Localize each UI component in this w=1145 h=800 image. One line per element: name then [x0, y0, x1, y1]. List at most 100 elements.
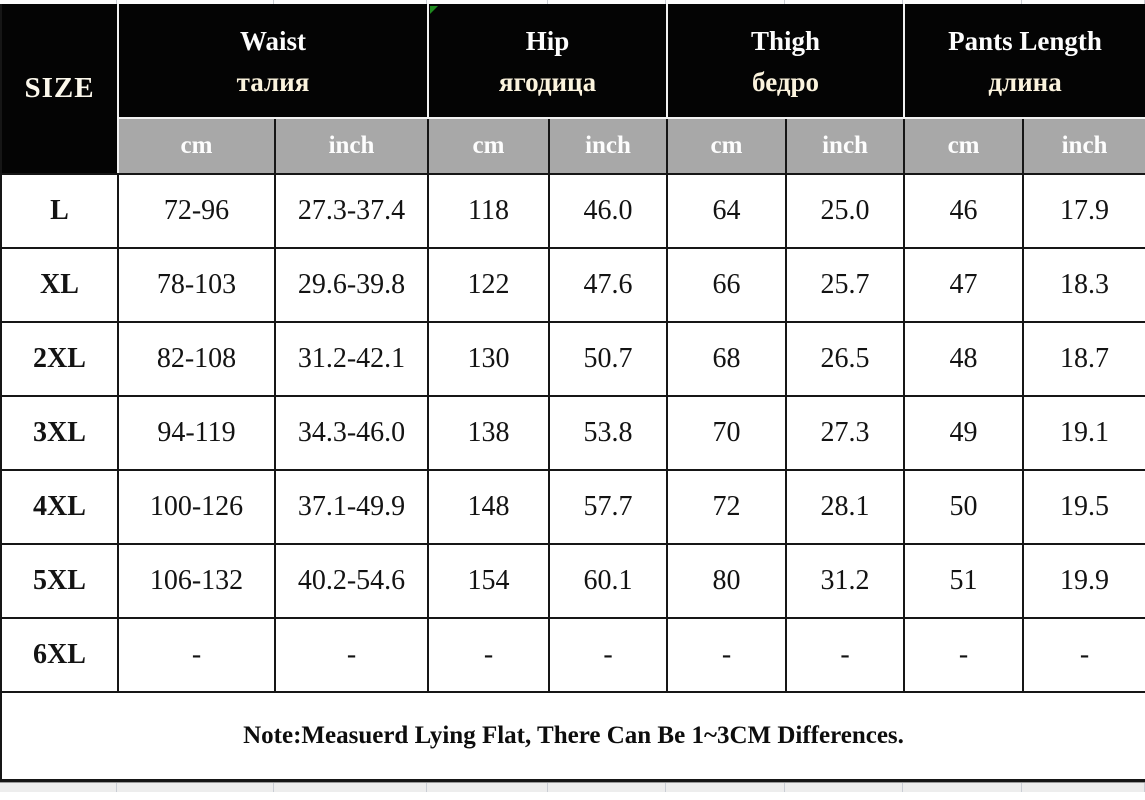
gridline-tick	[274, 0, 427, 4]
measurement-cell: 18.3	[1022, 247, 1145, 323]
spreadsheet-top-gridline-strip	[0, 0, 1145, 4]
size-label: 6XL	[0, 617, 119, 693]
measurement-cell: 106-132	[117, 543, 276, 619]
measurement-cell: 130	[427, 321, 550, 397]
measurement-cell: 122	[427, 247, 550, 323]
table-row: 4XL 100-126 37.1-49.9 148 57.7 72 28.1 50 19.5	[0, 469, 1145, 545]
measurement-cell: 46	[903, 173, 1025, 249]
gridline-tick	[427, 0, 548, 4]
gridline-tick	[0, 782, 117, 792]
gridline-tick	[1022, 782, 1145, 792]
measurement-cell: 47.6	[547, 247, 669, 323]
measurement-cell: 47	[903, 247, 1025, 323]
measurement-cell: -	[903, 617, 1025, 693]
group-label-en: Hip	[525, 25, 570, 56]
group-header-row: SIZE Waist талия Hip ягодица Thigh бедро…	[1, 4, 1145, 175]
gridline-tick	[1022, 0, 1145, 4]
measurement-cell: -	[274, 617, 429, 693]
measurement-cell: 48	[903, 321, 1025, 397]
size-label: 5XL	[0, 543, 119, 619]
measurement-cell: 37.1-49.9	[274, 469, 429, 545]
group-header-pants-length: Pants Length длина	[903, 4, 1145, 119]
gridline-tick	[903, 782, 1022, 792]
table-row: 5XL 106-132 40.2-54.6 154 60.1 80 31.2 51 19.9	[0, 543, 1145, 619]
measurement-note: Note:Measuerd Lying Flat, There Can Be 1…	[0, 691, 1145, 781]
measurement-cell: 154	[427, 543, 550, 619]
measurement-cell: 27.3	[785, 395, 906, 471]
unit-header-hip-cm: cm	[427, 117, 549, 175]
measurement-cell: 66	[666, 247, 788, 323]
size-chart-table: SIZE Waist талия Hip ягодица Thigh бедро…	[0, 4, 1145, 782]
gridline-tick	[548, 782, 666, 792]
measurement-cell: 25.0	[785, 173, 906, 249]
measurement-cell: 29.6-39.8	[274, 247, 429, 323]
group-header-waist: Waist талия	[117, 4, 428, 119]
measurement-cell: -	[117, 617, 276, 693]
measurement-cell: 19.1	[1022, 395, 1145, 471]
measurement-cell: 70	[666, 395, 788, 471]
gridline-tick	[117, 0, 274, 4]
group-label-ru: талия	[236, 66, 310, 97]
measurement-cell: -	[427, 617, 550, 693]
group-label-en: Waist	[239, 25, 306, 56]
measurement-cell: 50	[903, 469, 1025, 545]
measurement-cell: 72	[666, 469, 788, 545]
measurement-cell: -	[547, 617, 669, 693]
gridline-tick	[274, 782, 427, 792]
measurement-cell: 31.2-42.1	[274, 321, 429, 397]
gridline-tick	[903, 0, 1022, 4]
measurement-cell: 17.9	[1022, 173, 1145, 249]
unit-header-row: cm inch cm inch cm inch cm inch	[1, 117, 1145, 175]
group-header-hip: Hip ягодица	[426, 4, 668, 119]
size-label: L	[0, 173, 119, 249]
spreadsheet-bottom-gridline-strip	[0, 781, 1145, 792]
measurement-cell: 72-96	[117, 173, 276, 249]
size-label: XL	[0, 247, 119, 323]
excel-comment-flag-icon	[430, 6, 438, 14]
measurement-cell: 64	[666, 173, 788, 249]
measurement-cell: 78-103	[117, 247, 276, 323]
measurement-cell: 94-119	[117, 395, 276, 471]
size-label: 3XL	[0, 395, 119, 471]
size-label: 2XL	[0, 321, 119, 397]
gridline-tick	[0, 0, 117, 4]
group-label-ru: бедро	[752, 66, 819, 97]
measurement-cell: 19.9	[1022, 543, 1145, 619]
measurement-cell: 148	[427, 469, 550, 545]
measurement-cell: 49	[903, 395, 1025, 471]
unit-header-pants-cm: cm	[903, 117, 1024, 175]
measurement-cell: 68	[666, 321, 788, 397]
size-label: 4XL	[0, 469, 119, 545]
measurement-cell: 100-126	[117, 469, 276, 545]
group-header-thigh: Thigh бедро	[666, 4, 905, 119]
measurement-cell: 19.5	[1022, 469, 1145, 545]
measurement-cell: 46.0	[547, 173, 669, 249]
gridline-tick	[785, 0, 903, 4]
measurement-cell: 51	[903, 543, 1025, 619]
table-row: 3XL 94-119 34.3-46.0 138 53.8 70 27.3 49 19.1	[0, 395, 1145, 471]
gridline-tick	[666, 782, 785, 792]
gridline-tick	[117, 782, 274, 792]
group-label-ru: длина	[988, 66, 1062, 97]
measurement-cell: 31.2	[785, 543, 906, 619]
measurement-cell: 57.7	[547, 469, 669, 545]
measurement-cell: 118	[427, 173, 550, 249]
measurement-cell: 50.7	[547, 321, 669, 397]
measurement-cell: -	[785, 617, 906, 693]
measurement-cell: 34.3-46.0	[274, 395, 429, 471]
table-body: L 72-96 27.3-37.4 118 46.0 64 25.0 46 17.9 XL 78-1…	[0, 173, 1145, 693]
note-row: Note:Measuerd Lying Flat, There Can Be 1…	[0, 691, 1145, 781]
table-row: 6XL - - - - - - - -	[0, 617, 1145, 693]
measurement-cell: -	[1022, 617, 1145, 693]
group-label-en: Thigh	[751, 25, 821, 56]
measurement-cell: 28.1	[785, 469, 906, 545]
measurement-cell: 80	[666, 543, 788, 619]
measurement-cell: 138	[427, 395, 550, 471]
table-row: L 72-96 27.3-37.4 118 46.0 64 25.0 46 17.9	[0, 173, 1145, 249]
measurement-cell: -	[666, 617, 788, 693]
measurement-cell: 40.2-54.6	[274, 543, 429, 619]
measurement-cell: 18.7	[1022, 321, 1145, 397]
unit-header-waist-cm: cm	[117, 117, 275, 175]
group-label-ru: ягодица	[498, 66, 597, 97]
